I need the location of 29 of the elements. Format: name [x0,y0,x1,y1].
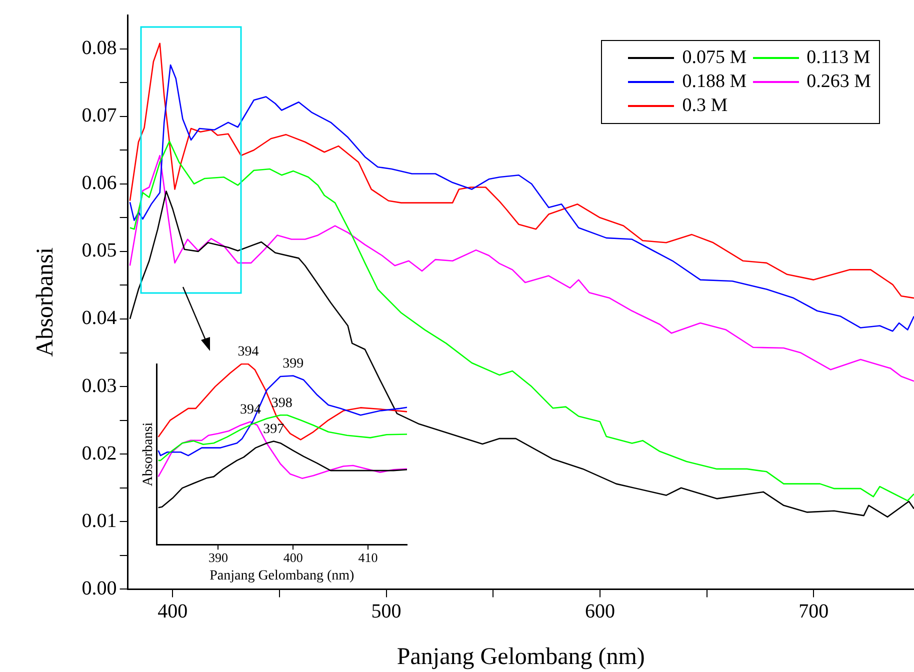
y-tick-label: 0.03 [82,374,117,397]
y-tick-label: 0.06 [82,172,117,194]
x-tick-label: 600 [584,600,615,622]
legend-label: 0.075 M [682,47,747,69]
annotation: 394 [238,344,259,360]
y-tick-label: 0.01 [82,510,117,532]
legend-label: 0.3 M [682,95,728,117]
annotation: 397 [263,422,284,437]
y-tick-label: 0.07 [82,104,117,127]
y-tick-label: 0.04 [82,307,117,330]
legend-label: 0.263 M [806,71,871,93]
legend-label: 0.113 M [806,47,870,69]
y-tick-label: 0.05 [82,240,117,262]
x-tick-label: 500 [371,600,402,622]
x-tick-label: 400 [283,550,303,565]
x-tick-label: 410 [358,550,378,565]
y-tick-label: 0.02 [82,442,117,464]
x-tick-label: 400 [158,600,188,622]
annotation: 398 [271,396,292,411]
x-tick-label: 700 [798,600,829,622]
annotation: 399 [282,356,304,372]
y-axis-title: Absorbansi [141,422,156,486]
y-tick-label: 0.08 [82,37,117,60]
y-axis-title: Absorbansi [32,247,59,357]
legend-label: 0.188 M [682,71,747,93]
x-axis-title: Panjang Gelombang (nm) [396,644,645,670]
y-tick-label: 0.00 [82,577,117,600]
x-tick-label: 390 [208,550,228,565]
x-axis-title: Panjang Gelombang (nm) [210,568,355,584]
